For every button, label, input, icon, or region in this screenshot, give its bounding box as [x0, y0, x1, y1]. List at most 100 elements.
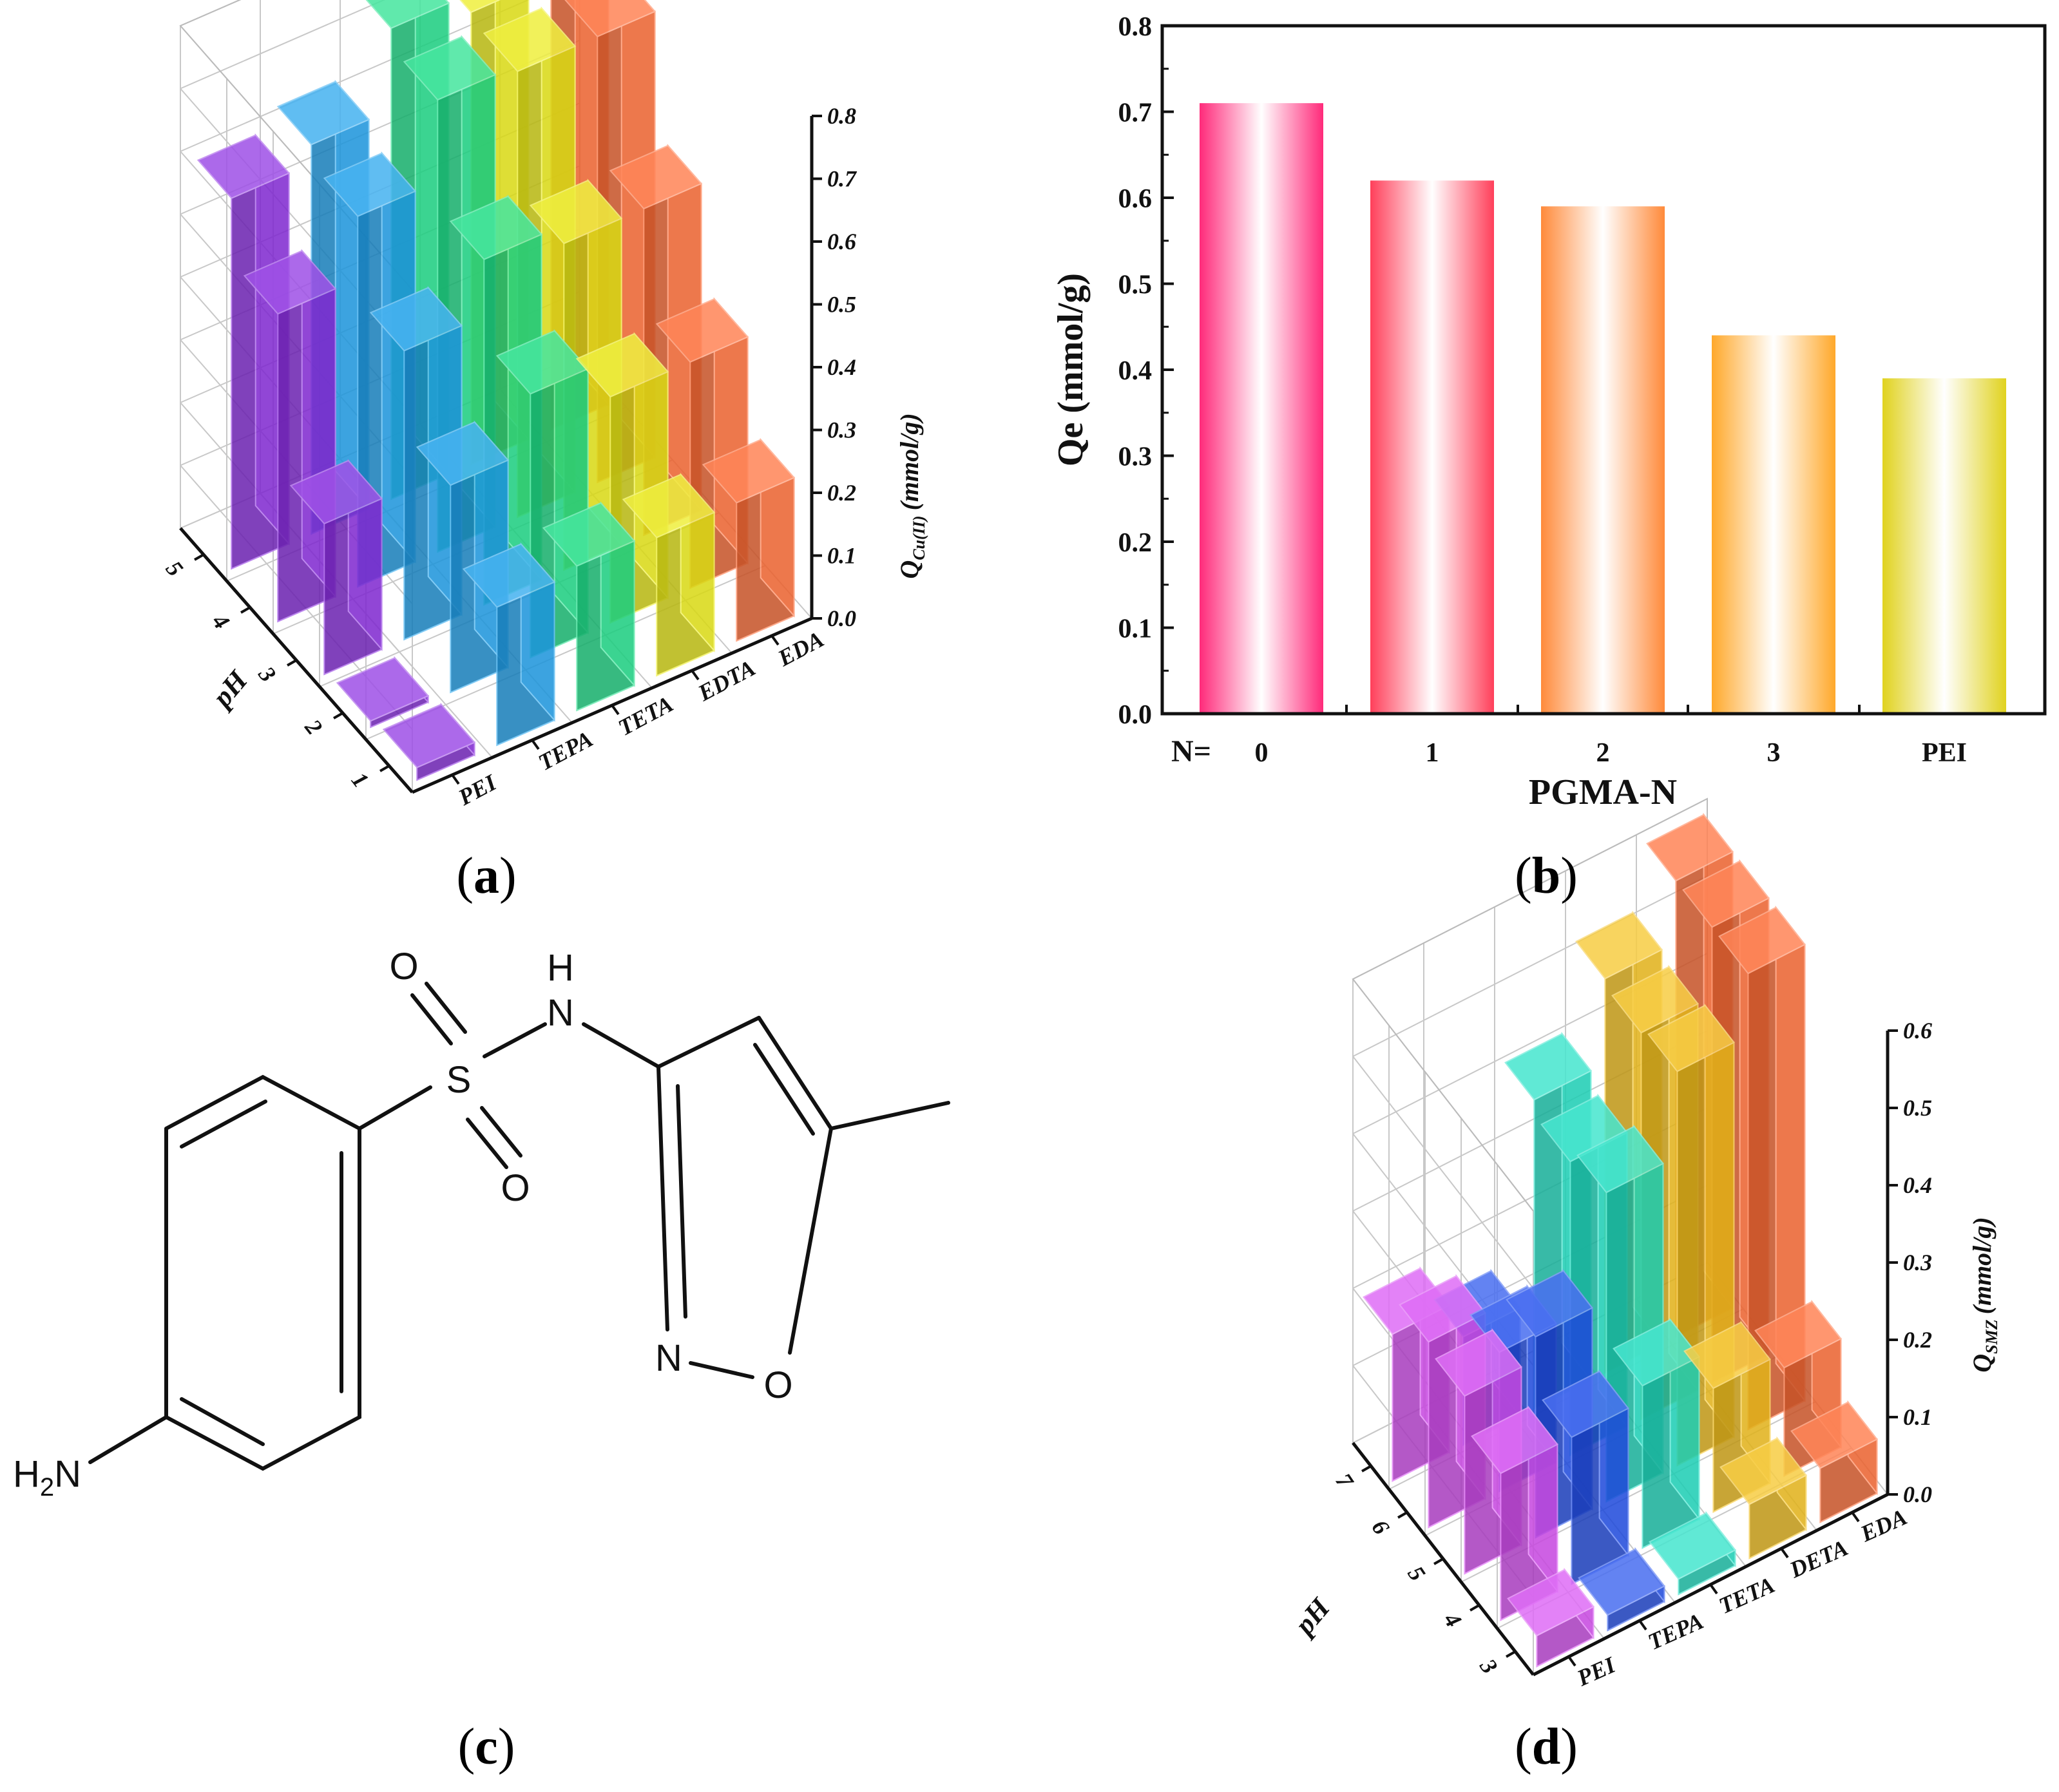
panel-a-3d-bar-chart: 0.0 0.1 0.2 0.3 0.4 0.5 0.6 0.7 0.8 PEI TEPA TETA ED… — [161, 0, 928, 811]
panel-b-y-tick-label: 0.4 — [1118, 356, 1153, 386]
bar-pei-ph2 — [336, 656, 430, 729]
x-tick-mark — [1851, 1511, 1860, 1523]
panel-b-bar-1 — [1370, 180, 1494, 714]
y-tick-mark — [1397, 1511, 1408, 1519]
benzene-inner-bond-3 — [180, 1397, 265, 1446]
x-tick-label-eda: EDA — [1856, 1504, 1911, 1547]
benzene-ring — [164, 1074, 361, 1471]
bar-pei-ph3 — [289, 459, 383, 676]
panel-b-x-tick-2: 2 — [1596, 738, 1610, 768]
x-tick-mark — [1638, 1619, 1647, 1631]
panel-b-y-tick-label: 0.6 — [1118, 184, 1153, 214]
panel-c-atom-labels: O H N S O N O H2N — [13, 946, 793, 1501]
caption-b: (b) — [1515, 848, 1578, 904]
atom-n: N — [547, 992, 574, 1034]
z-tick-label: 0.8 — [827, 103, 856, 129]
panel-b-y-tick-label: 0.8 — [1118, 12, 1153, 42]
bar-teta-ph4 — [1613, 1317, 1700, 1549]
y-tick-label-ph-1: 1 — [347, 767, 374, 792]
bar-tepa-ph1 — [462, 542, 556, 747]
y-tick-label-ph-5: 5 — [161, 556, 189, 581]
panel-b-y-tick-label: 0.1 — [1118, 615, 1153, 644]
panel-d-z-label: QSMZ(mmol/g) — [1968, 1217, 2001, 1372]
caption-d: (d) — [1515, 1719, 1578, 1775]
x-tick-mark — [1709, 1583, 1718, 1595]
panel-b-y-label: Qe (mmol/g) — [1051, 273, 1091, 466]
y-tick-label-ph-6: 6 — [1366, 1515, 1394, 1539]
bond-s-o-upper-2 — [425, 982, 467, 1034]
y-tick-label-ph-4: 4 — [1439, 1607, 1467, 1632]
bar-eda-ph1 — [702, 437, 796, 642]
atom-n-ring: N — [655, 1337, 682, 1379]
bar-eda-ph5 — [1718, 905, 1806, 1431]
panel-b-x-tick-0: 0 — [1255, 738, 1269, 768]
z-tick-label: 0.6 — [827, 229, 856, 254]
caption-a: (a) — [456, 848, 516, 904]
bond-o-n — [689, 1361, 754, 1379]
bond-s-o-upper-1 — [410, 993, 453, 1045]
z-tick-label: 0.1 — [1903, 1404, 1932, 1430]
x-tick-mark — [1780, 1547, 1789, 1559]
atom-h2n: H2N — [13, 1453, 81, 1501]
y-tick-mark — [1470, 1604, 1480, 1612]
y-tick-label-ph-4: 4 — [207, 609, 235, 634]
atom-h: H — [547, 947, 574, 989]
panel-b-bar-3 — [1712, 335, 1835, 714]
panel-b-x-label: PGMA-N — [1529, 772, 1677, 812]
panel-c-molecule-structure — [88, 982, 950, 1471]
x-tick-label-tepa: TEPA — [534, 726, 597, 776]
x-tick-mark — [691, 669, 700, 681]
y-tick-mark — [240, 606, 251, 614]
z-tick-label: 0.3 — [827, 417, 856, 443]
z-tick-label: 0.2 — [827, 480, 856, 506]
bond-ring-s — [358, 1085, 432, 1130]
bond-ring-nh2 — [88, 1415, 168, 1464]
bond-c3-c4 — [656, 1016, 761, 1069]
atom-s: S — [446, 1059, 472, 1101]
bond-c4-c5 — [757, 1016, 833, 1130]
atom-o-upper: O — [389, 946, 418, 987]
y-tick-label-ph-3: 3 — [1475, 1654, 1503, 1678]
bar-pei-ph3 — [1507, 1567, 1595, 1668]
bond-c5-o — [788, 1127, 833, 1355]
x-tick-label-edta: EDTA — [693, 655, 760, 707]
panel-b-x-tick-pei: PEI — [1922, 738, 1967, 768]
panel-b-bars — [1200, 103, 2006, 714]
panel-b-bar-pei — [1882, 378, 2006, 714]
panel-b-x-prefix: N= — [1171, 734, 1211, 768]
x-tick-label-teta: TETA — [614, 691, 677, 741]
x-tick-label-pei: PEI — [1573, 1652, 1620, 1692]
panel-b-y-tick-label: 0.3 — [1118, 443, 1153, 472]
bond-n-c3-double — [676, 1084, 687, 1319]
atom-o-lower: O — [501, 1167, 530, 1209]
x-tick-label-pei: PEI — [454, 769, 501, 811]
grid-line-z-side — [1352, 1056, 1534, 1289]
bar-teta-ph3 — [1649, 1511, 1736, 1596]
y-tick-label-ph-7: 7 — [1330, 1469, 1359, 1494]
bond-methyl — [829, 1101, 950, 1130]
bond-s-o-lower-2 — [480, 1106, 522, 1158]
z-tick-label: 0.0 — [827, 605, 856, 631]
z-tick-label: 0.4 — [1903, 1172, 1932, 1198]
y-tick-mark — [1361, 1465, 1372, 1473]
bar-edta-ph1 — [622, 472, 716, 677]
panel-b-ticks: 0 1 2 3 PEI 0.0 0.1 0.2 0.3 0.4 0.5 0.6 0.7 0.8 — [1118, 12, 2046, 768]
panel-captions: (a) (b) (c) (d) — [456, 848, 1578, 1775]
panel-a-z-label: QCu(II)(mmol/g) — [895, 413, 928, 578]
z-tick-label: 0.2 — [1903, 1327, 1932, 1353]
z-tick-label: 0.3 — [1903, 1250, 1932, 1275]
bar-tepa-ph4 — [1542, 1369, 1629, 1585]
x-tick-mark — [1567, 1655, 1576, 1667]
panel-a-bars — [196, 0, 796, 781]
bar-tepa-ph3 — [1578, 1547, 1665, 1632]
z-tick-label: 0.0 — [1903, 1482, 1932, 1507]
panel-b-y-tick-label: 0.0 — [1118, 700, 1153, 730]
panel-b-y-tick-label: 0.2 — [1118, 528, 1153, 558]
panel-d-3d-bar-chart: 0.00.10.20.30.40.50.6PEITEPATETADETAEDA3… — [1287, 797, 2001, 1692]
panel-b-bar-chart: 0 1 2 3 PEI 0.0 0.1 0.2 0.3 0.4 0.5 0.6 0.7 0.8 Qe (m… — [1051, 12, 2047, 812]
y-tick-mark — [1433, 1558, 1444, 1565]
z-tick-label: 0.5 — [1903, 1095, 1932, 1121]
x-tick-mark — [451, 774, 460, 785]
panel-b-y-tick-label: 0.7 — [1118, 99, 1153, 128]
